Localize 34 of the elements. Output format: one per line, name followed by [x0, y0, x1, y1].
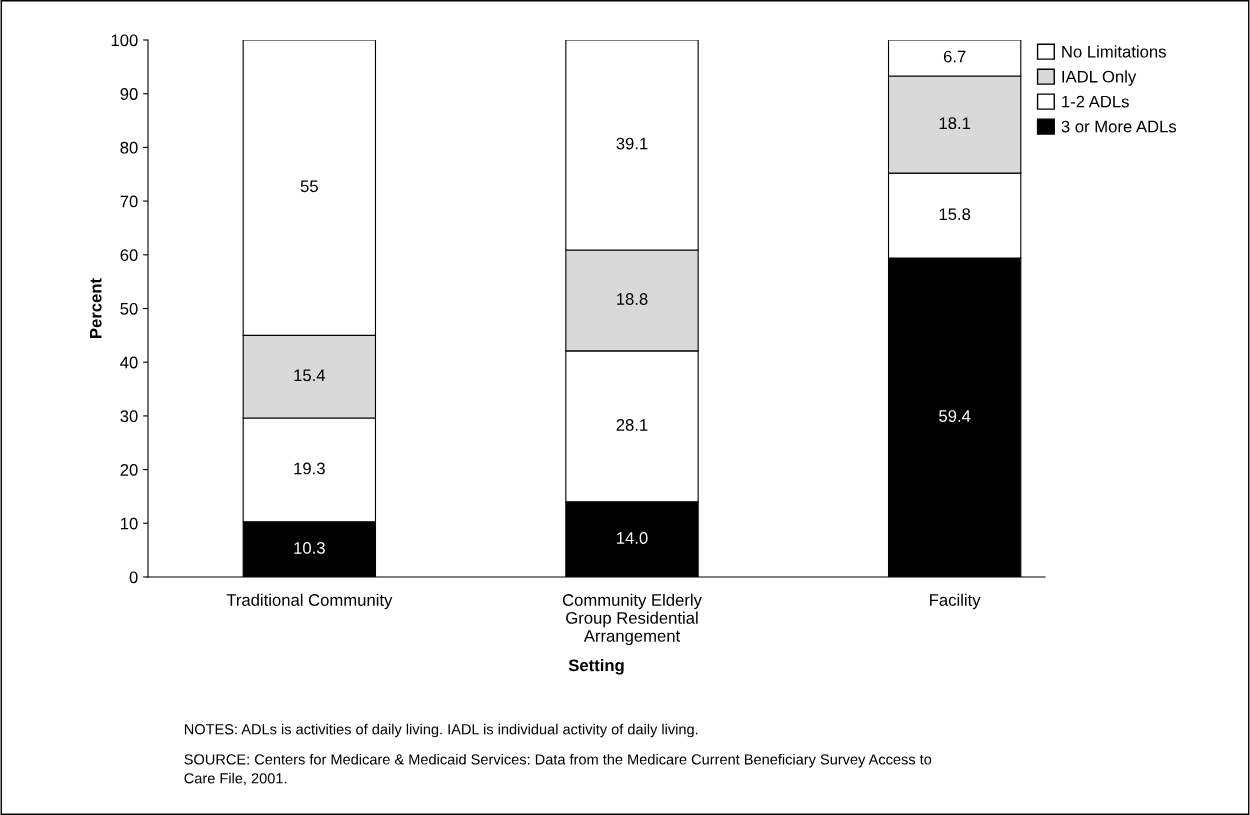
legend-label: 1-2 ADLs: [1062, 95, 1129, 108]
text: NOTES: ADLs is activities of daily living. IADL is individual activity of daily living.: [184, 723, 698, 738]
x-tick-label: Facility: [930, 593, 981, 610]
source-note: SOURCE: Centers for Medicare & Medicaid Services: Data from the Medicare Current Beneficiary Survey Access to Care File, 2001.: [184, 753, 932, 786]
data-label: 15.4: [294, 369, 326, 382]
data-label: 28.1: [616, 419, 648, 431]
y-tick-label: 20: [120, 464, 138, 476]
data-label: 59.4: [939, 410, 971, 422]
data-label: 14.0: [617, 532, 648, 544]
y-tick-label: 0: [129, 571, 138, 584]
data-label: 39.1: [616, 137, 648, 150]
y-tick-label: 80: [120, 141, 138, 154]
x-tick-label: Traditional Community: [226, 593, 393, 610]
y-tick-label: 90: [120, 88, 138, 100]
data-label: 6.7: [943, 50, 966, 63]
y-tick-label: 100: [111, 34, 138, 47]
legend-label: IADL Only: [1062, 70, 1137, 86]
y-axis-title: Percent: [89, 278, 102, 338]
y-tick-label: 50: [120, 302, 138, 315]
data-label: 18.8: [617, 293, 648, 305]
data-label: 55: [300, 180, 318, 193]
legend-label: No Limitations: [1062, 45, 1166, 58]
y-tick-label: 10: [121, 517, 138, 530]
data-label: 18.1: [939, 117, 971, 130]
x-tick-label: Community Elderly Group Residential Arrangement: [562, 593, 702, 646]
legend-label: 3 or More ADLs: [1061, 120, 1177, 133]
x-axis-title: Setting: [568, 659, 624, 675]
y-tick-label: 30: [120, 410, 138, 423]
data-label: 10.3: [294, 542, 325, 554]
data-label: 15.8: [939, 208, 971, 221]
y-tick-label: 40: [120, 356, 138, 369]
y-tick-label: 70: [120, 195, 138, 208]
y-tick-label: 60: [120, 249, 138, 261]
data-label: 19.3: [294, 462, 325, 475]
